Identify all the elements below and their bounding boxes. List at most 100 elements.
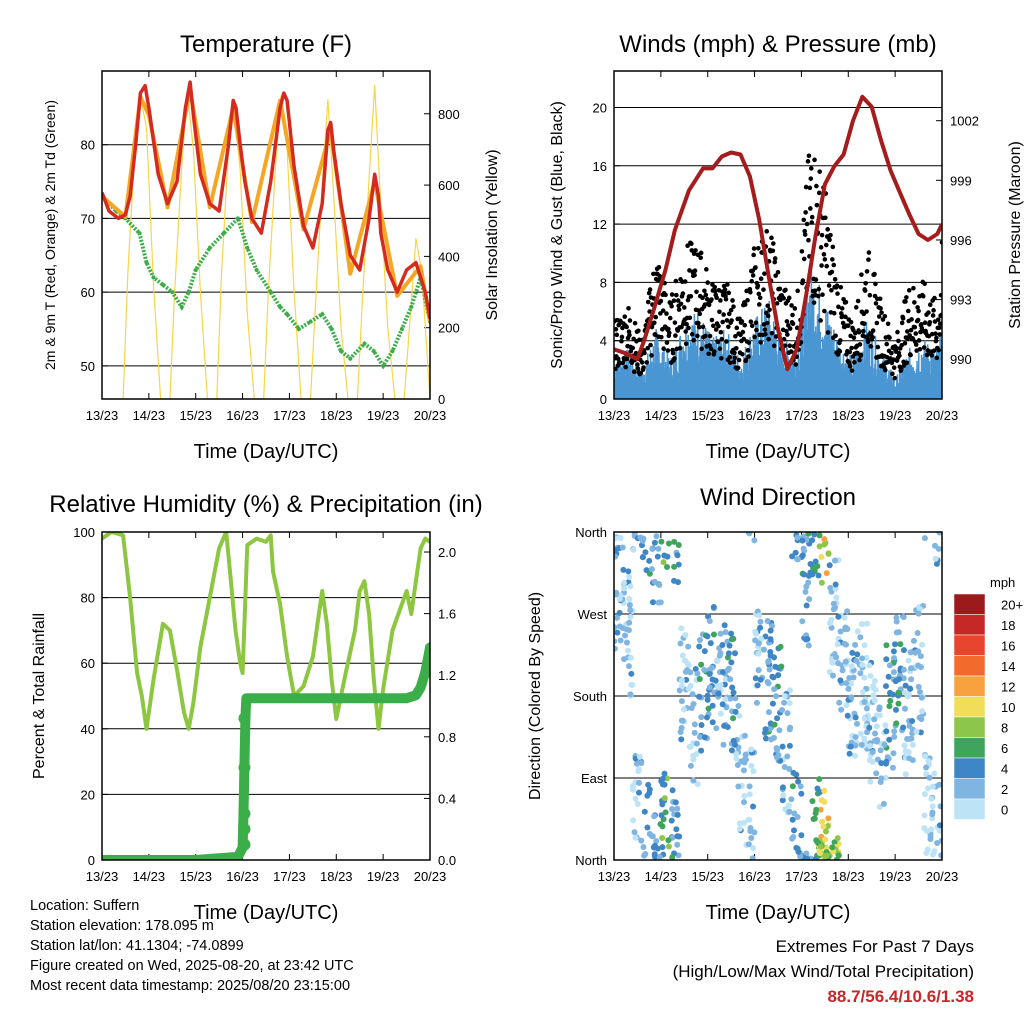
direction-dot <box>889 764 896 771</box>
gust-dot <box>828 232 833 238</box>
direction-dot <box>617 637 624 644</box>
x-tick-label: 16/23 <box>738 408 771 423</box>
direction-dot <box>878 775 885 782</box>
y-tick-label: West <box>578 607 608 622</box>
direction-dot <box>755 650 762 657</box>
direction-dot <box>791 827 798 834</box>
gust-dot <box>749 323 755 329</box>
gust-dot <box>896 338 901 344</box>
direction-dot <box>716 684 723 691</box>
gust-dot <box>915 317 921 323</box>
gust-dot <box>723 296 729 302</box>
x-tick-label: 14/23 <box>133 408 166 423</box>
direction-dot <box>839 667 846 674</box>
dewpoint-point <box>170 290 175 295</box>
direction-dot <box>671 577 678 584</box>
gust-dot <box>642 350 647 356</box>
dewpoint-point <box>308 319 313 324</box>
gust-dot <box>774 301 780 306</box>
direction-dot <box>841 640 848 647</box>
direction-dot <box>806 596 813 603</box>
direction-dot <box>675 561 682 568</box>
direction-dot <box>858 621 865 628</box>
plot-frame <box>101 531 431 861</box>
direction-dot <box>866 757 873 764</box>
direction-dot <box>634 801 641 808</box>
direction-dot <box>625 647 632 654</box>
gust-dot <box>863 281 868 286</box>
direction-dot <box>904 693 911 700</box>
gust-dot <box>790 312 795 318</box>
direction-dot <box>644 824 651 831</box>
legend-title: mph <box>990 575 1015 590</box>
gust-dot <box>887 335 892 341</box>
direction-dot <box>830 606 837 613</box>
gust-dot <box>726 290 732 296</box>
precip-line <box>102 642 430 860</box>
gust-dot <box>804 221 810 227</box>
direction-dot <box>735 702 742 709</box>
direction-dot <box>863 705 870 712</box>
y-tick-label: 80 <box>81 138 95 153</box>
gust-dot <box>825 330 831 335</box>
direction-dot <box>876 704 883 711</box>
gust-dot <box>815 293 821 299</box>
gust-dot <box>787 326 793 331</box>
direction-dot <box>696 636 703 643</box>
direction-dot <box>736 712 743 719</box>
y-tick-label: North <box>575 525 607 540</box>
direction-dot <box>731 741 738 748</box>
direction-dot <box>895 700 902 707</box>
direction-dot <box>698 661 705 668</box>
gust-dot <box>671 298 677 304</box>
x-tick-label: 13/23 <box>598 869 631 884</box>
direction-dot <box>614 629 621 636</box>
direction-dot <box>654 553 661 560</box>
direction-dot <box>786 765 793 772</box>
x-tick-label: 17/23 <box>273 869 306 884</box>
gust-dot <box>938 292 942 298</box>
direction-dot <box>788 796 795 803</box>
direction-dot <box>619 544 626 551</box>
direction-dot <box>750 845 757 852</box>
direction-dot <box>890 669 897 676</box>
direction-dot <box>851 752 858 759</box>
gust-dot <box>661 346 666 351</box>
direction-dot <box>627 607 634 614</box>
gust-dot <box>764 229 770 234</box>
direction-dot <box>701 734 708 741</box>
direction-dot <box>858 741 865 748</box>
direction-dot <box>902 682 909 689</box>
direction-dot <box>640 843 647 850</box>
direction-dot <box>748 762 755 769</box>
dewpoint-point <box>329 326 334 331</box>
direction-dot <box>913 728 920 735</box>
gust-dot <box>898 366 904 372</box>
direction-dot <box>907 685 914 692</box>
chart-title: Relative Humidity (%) & Precipitation (i… <box>49 491 482 518</box>
gust-dot <box>765 313 771 319</box>
direction-dot <box>694 781 701 788</box>
gust-dot <box>802 232 808 237</box>
gust-dot <box>722 287 728 292</box>
direction-dot <box>764 617 771 624</box>
direction-dot <box>816 532 823 539</box>
direction-dot <box>831 839 838 846</box>
speed-legend: mph 20+ 18 16 14 12 10 8 6 4 2 0 <box>953 575 1023 820</box>
direction-dot <box>883 642 890 649</box>
dewpoint-point <box>320 312 325 317</box>
direction-dot <box>671 538 678 545</box>
direction-dot <box>883 728 890 735</box>
gust-dot <box>619 334 625 340</box>
gust-dot <box>784 319 790 324</box>
direction-dot <box>878 760 885 767</box>
direction-dot <box>727 695 734 702</box>
y-tick-label-right: 400 <box>438 249 460 264</box>
gust-dot <box>784 328 789 334</box>
gust-dot <box>806 237 811 243</box>
direction-dot <box>703 714 710 721</box>
gust-dot <box>705 280 711 285</box>
direction-dot <box>734 762 741 769</box>
gust-dot <box>624 356 630 362</box>
direction-dot <box>620 566 627 573</box>
